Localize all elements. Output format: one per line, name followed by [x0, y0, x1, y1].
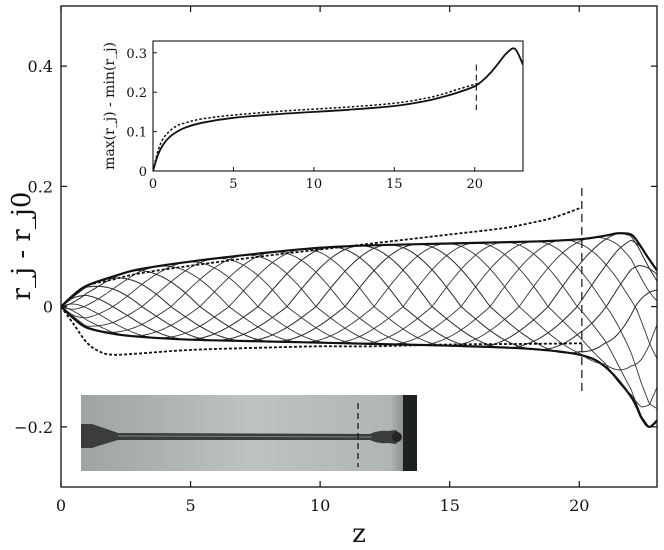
inset-series-solid [153, 47, 523, 171]
oscillation-curve [61, 243, 657, 371]
main-curves-layer [61, 188, 657, 428]
main-x-axis: 0 5 10 15 20 [56, 6, 589, 515]
main-y-tick-label: 0.4 [28, 57, 53, 76]
main-series-upper-envelope [61, 232, 657, 308]
main-plot-frame [60, 5, 658, 488]
inset-y-tick-label: 0 [139, 165, 147, 180]
main-series-lower-bound [61, 306, 582, 356]
oscillation-curve [61, 244, 657, 351]
photo-dark-edge [403, 395, 417, 471]
oscillation-curve [61, 232, 657, 348]
inset-y-tick-label: 0.2 [126, 86, 147, 101]
inset-y-axis-title: max(r_j) - min(r_j) [102, 42, 118, 170]
main-x-axis-title-text: z [352, 519, 366, 549]
inset-chart: 0 5 10 15 20 0 0.1 0.2 0.3 max(r_j) - min(r_j) [102, 40, 524, 192]
inset-x-tick-label: 5 [229, 177, 237, 192]
main-y-axis-title: r_j - r_j0 [7, 192, 37, 301]
main-series-lower-envelope [61, 305, 657, 428]
inset-x-axis: 0 5 10 15 20 [149, 167, 483, 192]
main-x-tick-label: 5 [185, 496, 195, 515]
inset-curves-layer [153, 47, 523, 171]
main-y-tick-label: 0 [43, 298, 53, 317]
main-x-tick-label: 15 [440, 496, 460, 515]
main-y-axis: 0.4 0.2 0 −0.2 [14, 57, 657, 437]
inset-x-tick-label: 20 [466, 177, 483, 192]
main-y-axis-title-text: r_j - r_j0 [7, 192, 37, 301]
photo-background [81, 395, 417, 471]
main-x-axis-title: z [352, 519, 366, 549]
photo-jet-highlight [117, 435, 373, 438]
inset-y-axis: 0 0.1 0.2 0.3 [126, 47, 157, 180]
inset-y-tick-label: 0.3 [126, 47, 147, 62]
jet-photograph [81, 395, 417, 471]
inset-x-tick-label: 10 [306, 177, 323, 192]
inset-x-tick-label: 0 [149, 177, 157, 192]
inset-x-tick-label: 15 [386, 177, 403, 192]
inset-background [153, 41, 523, 171]
inset-plot-frame [152, 40, 524, 172]
main-x-tick-label: 10 [310, 496, 330, 515]
main-y-tick-label: −0.2 [14, 418, 53, 437]
oscillation-curve [61, 240, 657, 409]
oscillation-curve [61, 239, 657, 349]
inset-y-axis-title-text: max(r_j) - min(r_j) [102, 42, 118, 170]
main-x-tick-label: 0 [56, 496, 66, 515]
main-series-upper-bound [61, 206, 583, 308]
main-plot: 0 5 10 15 20 0.4 0.2 0 −0.2 z r_j - r_j0 [7, 5, 658, 549]
photo-drop [392, 432, 402, 442]
oscillation-curve [61, 239, 657, 349]
inset-y-tick-label: 0.1 [126, 126, 147, 141]
inset-series-dotted [153, 81, 480, 171]
main-y-tick-label: 0.2 [28, 177, 53, 196]
main-x-tick-label: 20 [569, 496, 589, 515]
